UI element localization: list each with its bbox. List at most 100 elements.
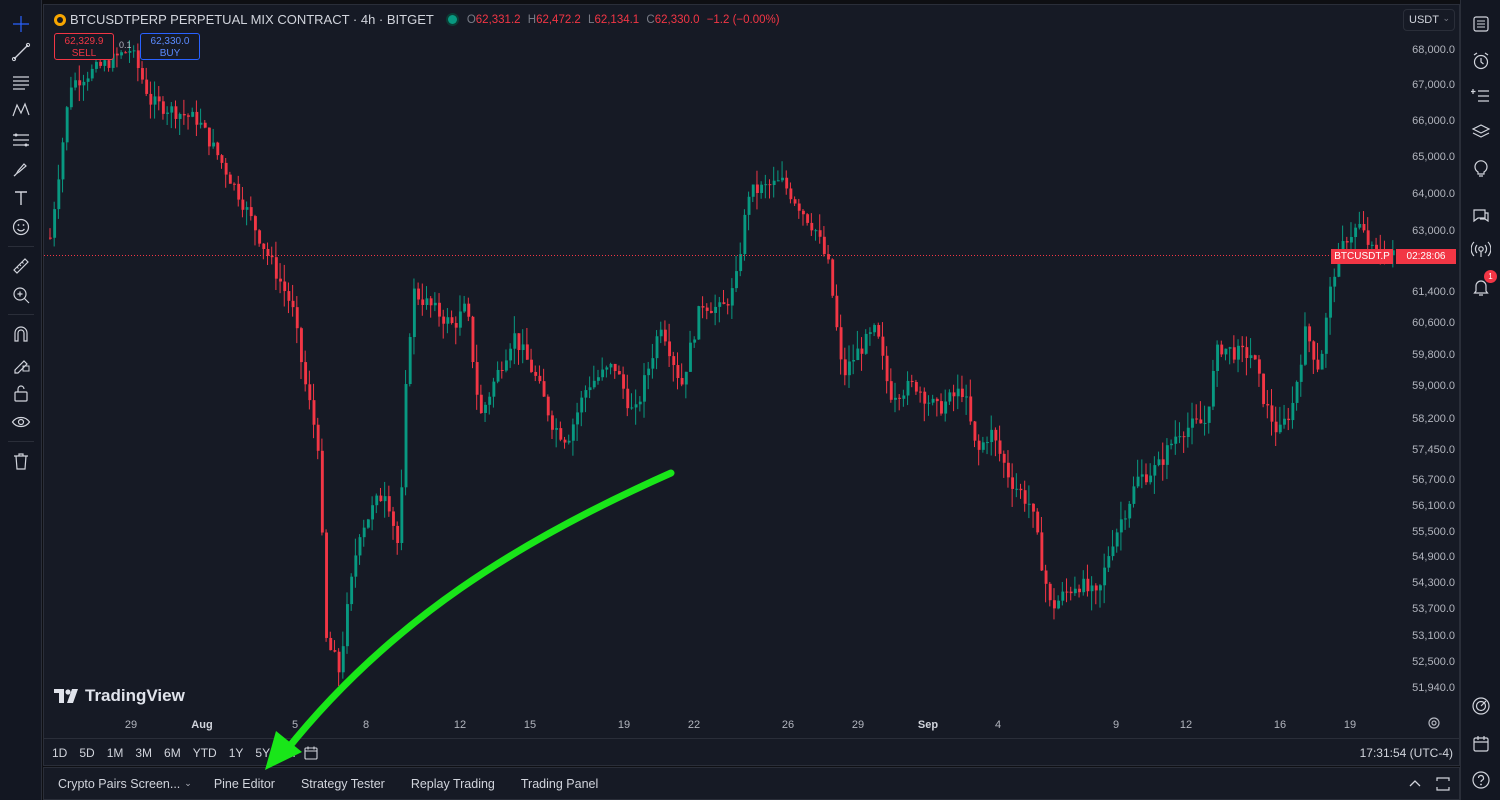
tab-pine-editor[interactable]: Pine Editor: [213, 776, 275, 791]
candle-body: [400, 487, 404, 544]
toolbar-divider: [8, 314, 34, 315]
candle-body: [914, 381, 918, 392]
range-5y[interactable]: 5Y: [255, 745, 271, 760]
x-tick-label: 8: [363, 719, 369, 731]
fib-icon[interactable]: [8, 128, 34, 152]
candle-body: [843, 359, 847, 376]
sell-price: 62,329.9: [64, 36, 104, 47]
candle-body: [906, 380, 910, 396]
range-ytd[interactable]: YTD: [192, 745, 217, 760]
candle-body: [768, 184, 772, 186]
candle-body: [1207, 406, 1211, 423]
symbol-title[interactable]: BTCUSDTPERP PERPETUAL MIX CONTRACT · 4h …: [70, 12, 434, 27]
range-1d[interactable]: 1D: [52, 745, 68, 760]
chevron-down-icon[interactable]: ⌄: [184, 778, 192, 788]
horizontal-lines-icon[interactable]: [8, 70, 34, 94]
sell-button[interactable]: 62,329.9 SELL: [54, 33, 114, 60]
candle-body: [868, 332, 872, 334]
candle-body: [421, 299, 425, 305]
text-icon[interactable]: [8, 186, 34, 210]
candle-body: [316, 424, 320, 451]
broadcast-icon[interactable]: [1469, 238, 1493, 262]
candle-body: [488, 396, 492, 405]
candle-body: [442, 316, 446, 324]
range-6m[interactable]: 6M: [164, 745, 181, 760]
layers-icon[interactable]: [1469, 120, 1493, 144]
right-toolbar: 1: [1460, 0, 1500, 800]
lock-drawing-icon[interactable]: [8, 352, 34, 376]
currency-select[interactable]: USDT ⌄: [1403, 9, 1455, 31]
lock-icon[interactable]: [8, 381, 34, 405]
price-chart[interactable]: 68,000.0 67,000.0 66,000.0 65,000.0 64,000.0…: [44, 5, 1461, 735]
tab-strategy-tester[interactable]: Strategy Tester: [300, 776, 385, 791]
y-tick-label: 57,450.0: [1412, 444, 1455, 456]
ohlc-values: O62,331.2 H62,472.2 L62,134.1 C62,330.0 …: [467, 14, 784, 26]
maximize-panel-icon[interactable]: [1435, 776, 1451, 792]
candle-body: [1186, 427, 1190, 438]
candle-body: [1354, 227, 1358, 238]
notifications-bell-icon[interactable]: 1: [1469, 270, 1497, 299]
candle-body: [1295, 381, 1299, 403]
zoom-in-icon[interactable]: [8, 283, 34, 307]
tab-crypto-pairs-screener[interactable]: Crypto Pairs Screen...: [58, 776, 181, 791]
candle-body: [592, 380, 596, 388]
bar-countdown-tag: 02:28:06: [1396, 249, 1456, 264]
candle-body: [952, 392, 956, 397]
candle-body: [1065, 591, 1069, 593]
range-5d[interactable]: 5D: [79, 745, 95, 760]
buy-button[interactable]: 62,330.0 BUY: [140, 33, 200, 60]
watchlist-icon[interactable]: [1469, 12, 1493, 36]
calendar-icon[interactable]: [303, 745, 319, 761]
range-1m[interactable]: 1M: [106, 745, 124, 760]
ruler-icon[interactable]: [8, 254, 34, 278]
eye-icon[interactable]: [8, 410, 34, 434]
lightbulb-icon[interactable]: [1469, 156, 1493, 180]
range-1y[interactable]: 1Y: [228, 745, 244, 760]
emoji-icon[interactable]: [8, 215, 34, 239]
chart-pane[interactable]: 68,000.0 67,000.0 66,000.0 65,000.0 64,000.0…: [43, 4, 1460, 766]
candle-body: [571, 424, 575, 441]
chat-icon[interactable]: [1469, 204, 1493, 228]
trend-line-icon[interactable]: [8, 40, 34, 64]
candle-body: [191, 111, 195, 117]
candle-body: [412, 288, 416, 338]
candle-body: [1103, 567, 1107, 586]
tab-replay-trading[interactable]: Replay Trading: [410, 776, 495, 791]
candle-body: [550, 415, 554, 430]
alarm-clock-icon[interactable]: [1469, 49, 1493, 73]
crosshair-icon[interactable]: [8, 12, 34, 36]
brush-icon[interactable]: [8, 157, 34, 181]
range-3m[interactable]: 3M: [135, 745, 153, 760]
calendar-events-icon[interactable]: [1469, 732, 1493, 756]
candle-body: [337, 651, 341, 673]
tab-trading-panel[interactable]: Trading Panel: [520, 776, 599, 791]
add-list-icon[interactable]: [1469, 84, 1493, 108]
magnet-icon[interactable]: [8, 322, 34, 346]
timezone-clock[interactable]: 17:31:54 (UTC-4): [1359, 746, 1453, 760]
candle-body: [827, 254, 830, 260]
trash-icon[interactable]: [8, 449, 34, 473]
candle-body: [525, 344, 529, 360]
candle-body: [1333, 276, 1337, 287]
candle-body: [860, 348, 864, 354]
candle-body: [1006, 462, 1010, 478]
candle-body: [940, 401, 943, 414]
candle-body: [417, 288, 421, 300]
candle-body: [814, 230, 818, 232]
market-status-icon[interactable]: [447, 15, 457, 24]
range-all[interactable]: All: [282, 745, 296, 760]
candle-body: [676, 365, 680, 379]
candle-body: [559, 428, 563, 440]
candle-body: [467, 303, 471, 317]
candle-body: [885, 355, 889, 382]
candle-body: [877, 325, 881, 337]
candle-body: [1136, 476, 1140, 487]
candle-body: [894, 397, 897, 400]
dom-icon[interactable]: [1469, 694, 1493, 718]
chevron-up-icon[interactable]: [1407, 776, 1423, 792]
help-icon[interactable]: [1469, 768, 1493, 792]
candle-body: [362, 527, 366, 538]
gear-icon[interactable]: [1427, 716, 1441, 730]
pattern-icon[interactable]: [8, 98, 34, 122]
tradingview-logo[interactable]: TradingView: [54, 686, 185, 706]
